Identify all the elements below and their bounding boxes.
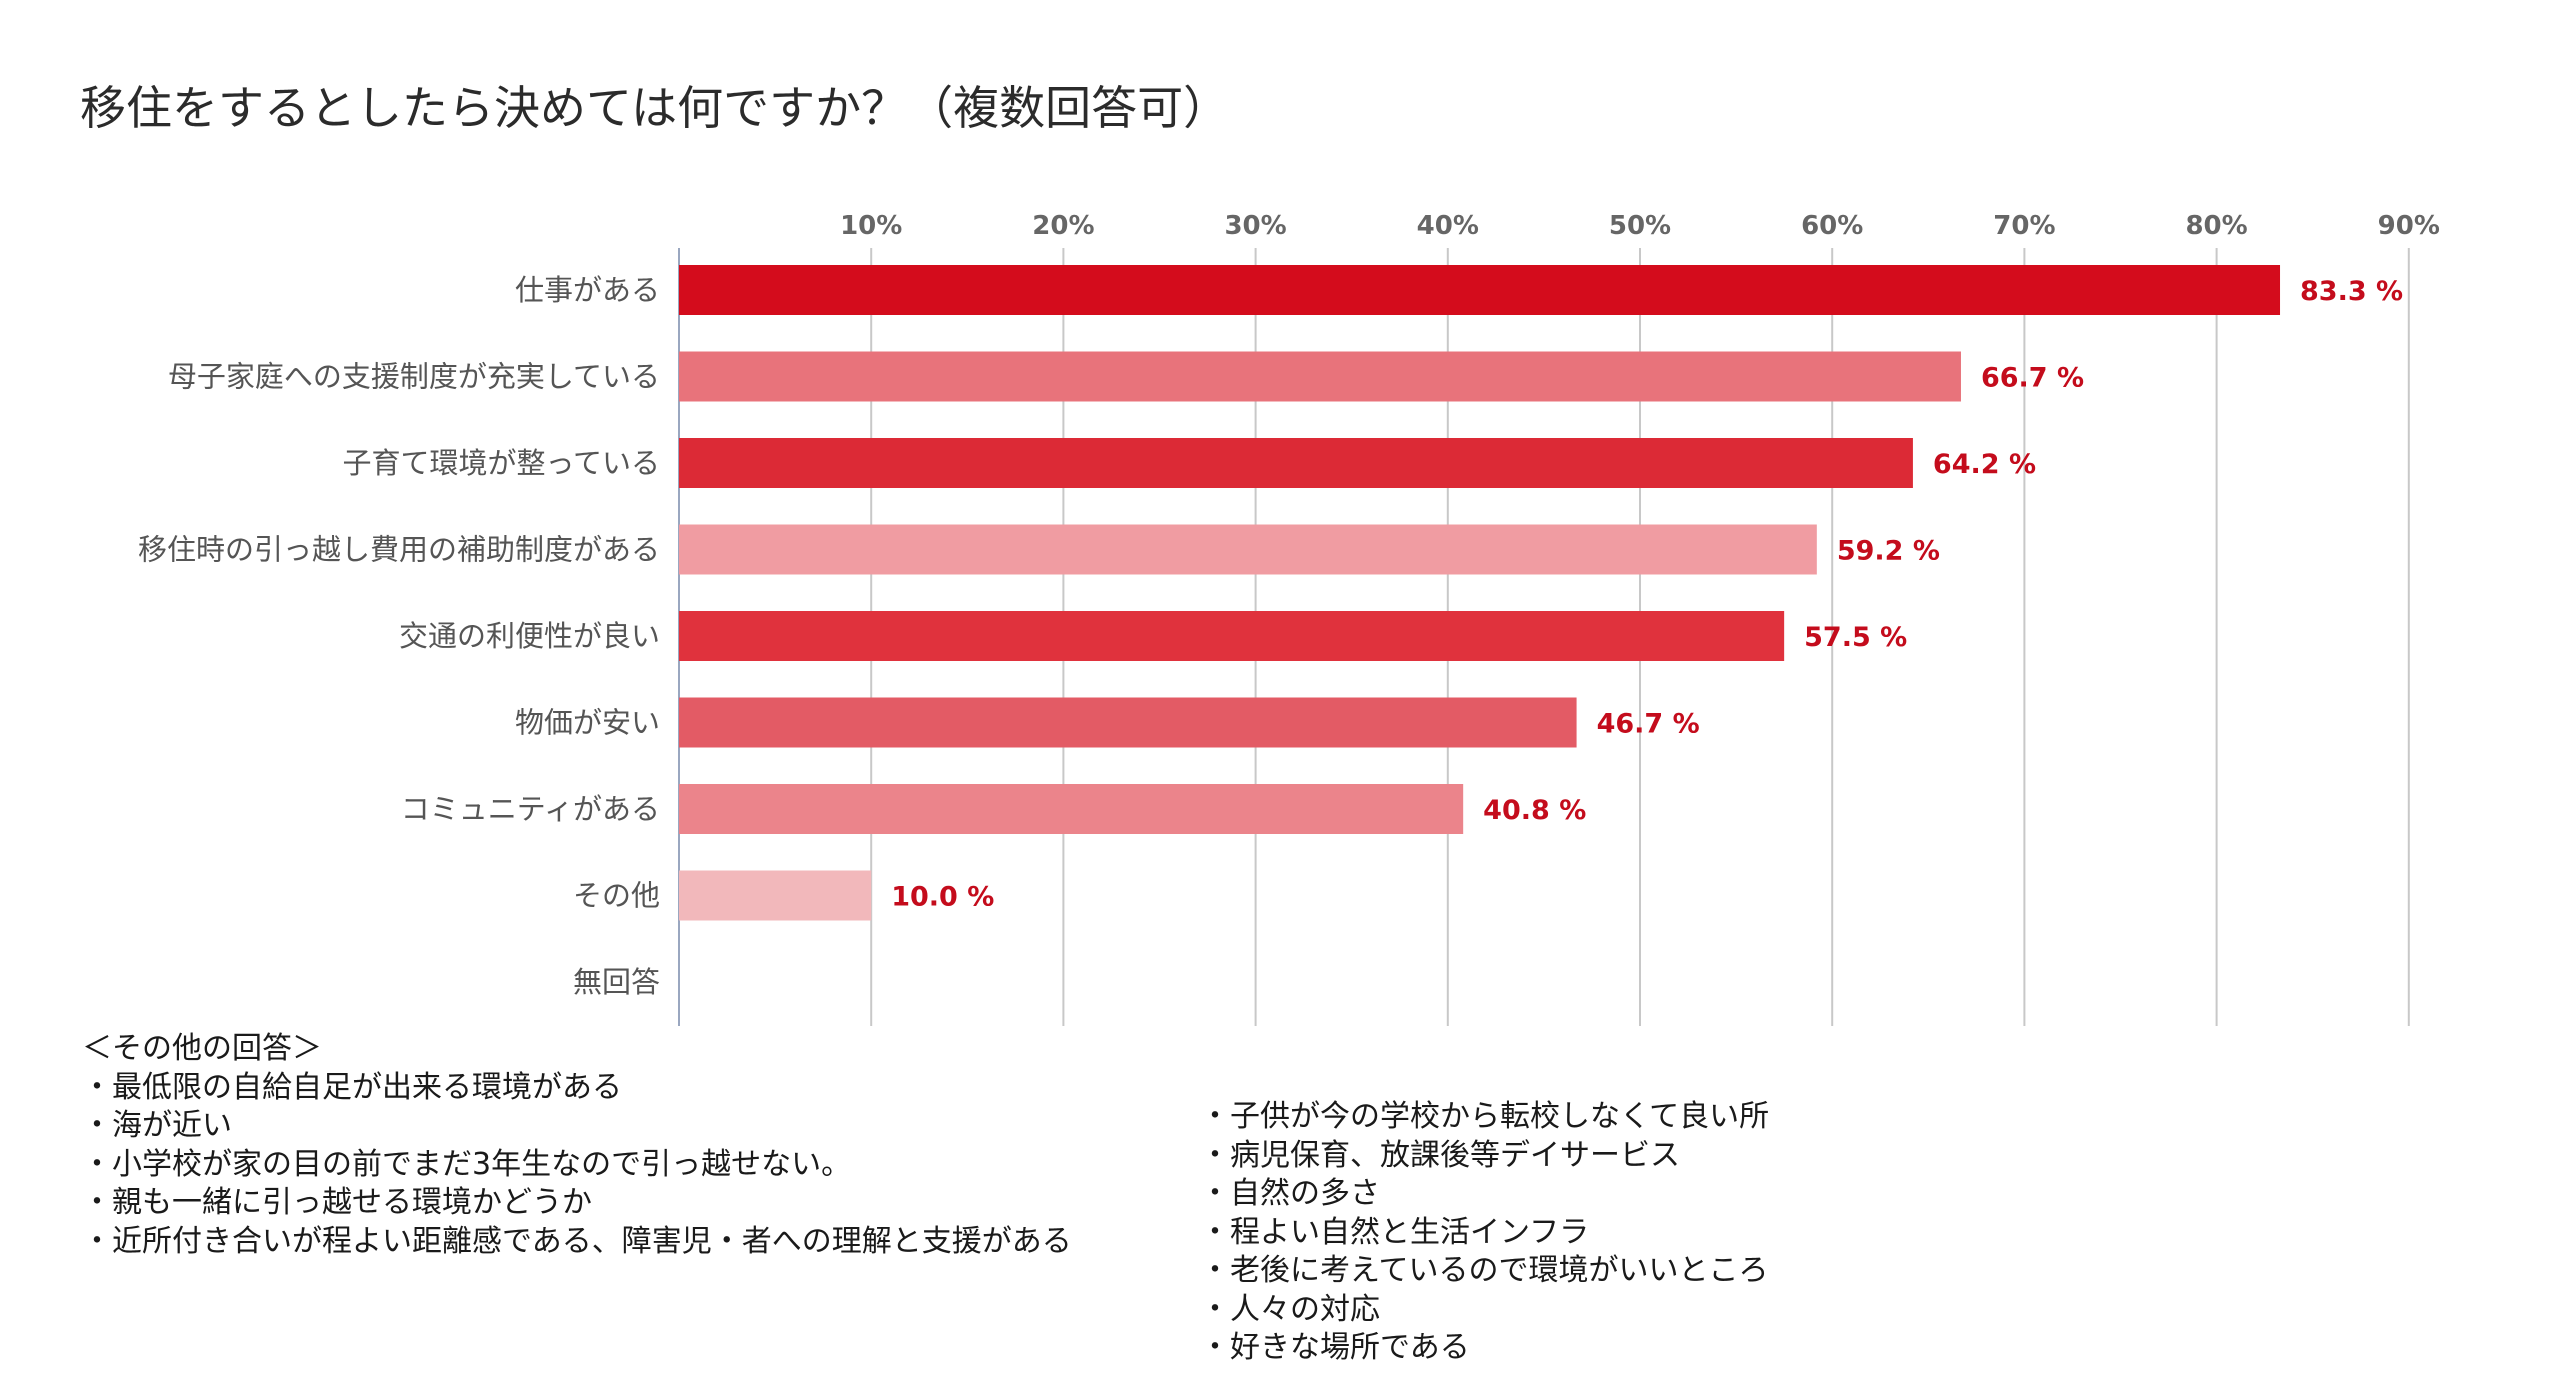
x-tick-label: 20%: [1032, 211, 1094, 241]
bar: [679, 697, 1577, 748]
other-answer-item: ・程よい自然と生活インフラ: [1200, 1214, 1590, 1250]
other-answer-item: ・子供が今の学校から転校しなくて良い所: [1200, 1099, 1770, 1134]
data-label: 46.7 %: [1597, 709, 1700, 740]
x-tick-label: 70%: [1993, 211, 2055, 241]
other-answer-item: ・近所付き合いが程よい距離感である、障害児・者への理解と支援がある: [82, 1223, 1072, 1259]
x-tick-label: 60%: [1801, 211, 1863, 241]
category-label: 物価が安い: [515, 706, 660, 740]
data-label: 66.7 %: [1981, 363, 2084, 394]
category-label: 母子家庭への支援制度が充実している: [168, 360, 660, 394]
other-answer-item: ・海が近い: [82, 1108, 232, 1143]
other-answers-left-column: ＜その他の回答＞ ・最低限の自給自足が出来る環境がある ・海が近い ・小学校が家の目の…: [82, 1030, 1072, 1261]
other-answer-item: ・好きな場所である: [1200, 1330, 1470, 1365]
bar: [679, 438, 1913, 488]
bar: [679, 524, 1817, 575]
bar: [679, 611, 1785, 661]
x-tick-label: 80%: [2185, 211, 2247, 241]
bar: [679, 870, 872, 921]
page-title: 移住をするとしたら決めては何ですか？（複数回答可）: [80, 81, 1230, 135]
labels: 10% 20% 30% 40% 50% 60% 70% 80% 90% 仕事がある 83.3 % 母子…: [138, 211, 2440, 999]
category-label: その他: [573, 879, 660, 913]
x-tick-label: 90%: [2378, 211, 2440, 241]
other-answer-item: ・人々の対応: [1200, 1291, 1380, 1327]
data-label: 57.5 %: [1804, 622, 1907, 653]
data-label: 10.0 %: [891, 882, 994, 913]
category-label: 交通の利便性が良い: [399, 619, 660, 653]
data-label: 40.8 %: [1483, 795, 1586, 826]
x-tick-label: 10%: [840, 211, 902, 241]
bar: [679, 351, 1961, 402]
data-label: 59.2 %: [1837, 536, 1940, 567]
category-label: コミュニティがある: [401, 792, 660, 826]
bar-chart: 10% 20% 30% 40% 50% 60% 70% 80% 90% 仕事がある 83.3 % 母子…: [138, 211, 2440, 1026]
other-answers-right-column: ・子供が今の学校から転校しなくて良い所 ・病児保育、放課後等デイサービス ・自然の多…: [1200, 1098, 1769, 1368]
data-label: 83.3 %: [2300, 276, 2403, 307]
other-answer-item: ・自然の多さ: [1200, 1176, 1380, 1211]
data-label: 64.2 %: [1933, 449, 2036, 480]
category-label: 移住時の引っ越し費用の補助制度がある: [138, 533, 660, 567]
other-answer-item: ・親も一緒に引っ越せる環境かどうか: [82, 1185, 592, 1220]
x-tick-label: 30%: [1224, 211, 1286, 241]
bar: [679, 784, 1464, 834]
other-answer-item: ＜その他の回答＞: [82, 1031, 322, 1066]
x-tick-label: 40%: [1417, 211, 1479, 241]
category-label: 仕事がある: [515, 273, 660, 307]
category-label: 無回答: [573, 965, 660, 999]
x-tick-label: 50%: [1609, 211, 1671, 241]
other-answer-item: ・最低限の自給自足が出来る環境がある: [82, 1069, 622, 1105]
other-answer-item: ・老後に考えているので環境がいいところ: [1200, 1253, 1769, 1288]
other-answer-item: ・小学校が家の目の前でまだ3年生なので引っ越せない。: [82, 1146, 852, 1182]
bars: [679, 265, 2281, 921]
other-answer-item: ・病児保育、放課後等デイサービス: [1200, 1137, 1680, 1173]
category-label: 子育て環境が整っている: [342, 446, 660, 480]
bar: [679, 265, 2281, 315]
